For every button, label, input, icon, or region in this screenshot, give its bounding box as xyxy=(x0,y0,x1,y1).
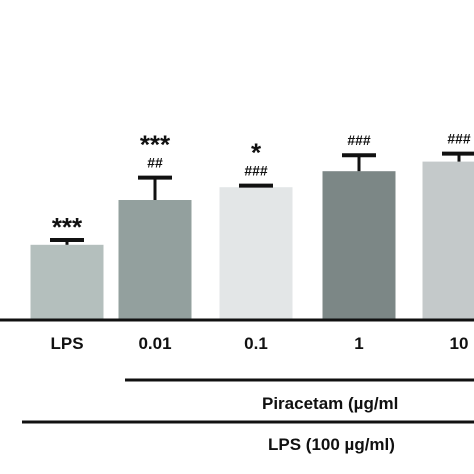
bar-0 xyxy=(30,244,104,320)
x-tick-label-0: LPS xyxy=(50,334,83,353)
significance-hash-3: ### xyxy=(347,132,371,148)
bar-1 xyxy=(118,200,192,320)
error-bars-layer xyxy=(50,151,474,245)
x-tick-label-2: 0.1 xyxy=(244,334,268,353)
lps-group-label: LPS (100 µg/ml) xyxy=(268,435,395,454)
x-ticks-layer: LPS 0.01 0.1 1 10 xyxy=(50,334,468,353)
significance-hash-1: ## xyxy=(147,155,163,171)
significance-star-1: *** xyxy=(140,130,171,160)
bars-layer xyxy=(30,161,474,320)
significance-star-0: *** xyxy=(52,212,83,242)
significance-layer: ***##***###* ### ### xyxy=(52,130,471,242)
bar-4 xyxy=(422,161,474,320)
x-tick-label-3: 1 xyxy=(354,334,363,353)
significance-hash-4: ### xyxy=(447,131,471,147)
significance-star-2: * xyxy=(251,138,262,168)
x-tick-label-1: 0.01 xyxy=(138,334,171,353)
x-tick-label-4: 10 xyxy=(450,334,469,353)
significance-hash-2: ### xyxy=(244,163,268,179)
piracetam-group-label: Piracetam (µg/ml xyxy=(262,394,398,413)
bar-3 xyxy=(322,171,396,320)
bar-2 xyxy=(219,187,293,320)
